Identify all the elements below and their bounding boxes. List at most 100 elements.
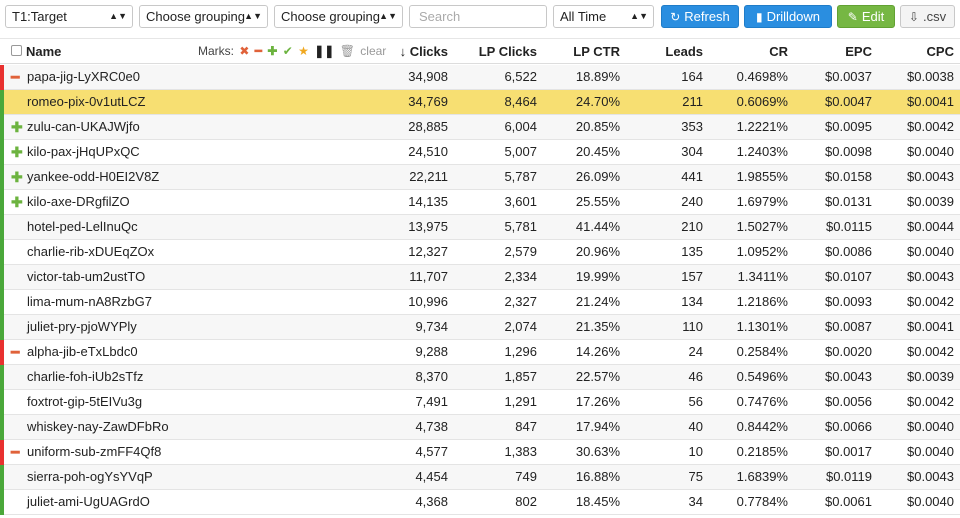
cell-lp-clicks: 802 bbox=[515, 494, 537, 509]
drilldown-button[interactable]: ▮ Drilldown bbox=[744, 5, 832, 28]
cell-clicks: 11,707 bbox=[409, 269, 448, 284]
cell-clicks: 22,211 bbox=[409, 169, 448, 184]
trash-icon[interactable]: 🗑 bbox=[339, 44, 355, 58]
table-row[interactable]: sierra-poh-ogYsYVqP 4,454 749 16.88% 75 1.683… bbox=[0, 465, 960, 490]
cell-cr: 1.6979% bbox=[736, 194, 788, 209]
search-input[interactable]: Search bbox=[409, 5, 547, 28]
table-row[interactable]: ✚ zulu-can-UKAJWjfo 28,885 6,004 20.85% 353 1.… bbox=[0, 115, 960, 140]
cell-clicks: 8,370 bbox=[415, 369, 448, 384]
column-header-lp-ctr[interactable]: LP CTR bbox=[573, 44, 620, 59]
target-select[interactable]: T1:Target ▲▼ bbox=[5, 5, 133, 28]
refresh-button[interactable]: ↻ Refresh bbox=[661, 5, 739, 28]
cell-epc: $0.0115 bbox=[825, 219, 872, 234]
cell-cr: 0.7784% bbox=[736, 494, 788, 509]
table-row[interactable]: juliet-pry-pjoWYPly 9,734 2,074 21.35% 110 1.… bbox=[0, 315, 960, 340]
mark-reject-icon[interactable]: ✖ bbox=[239, 44, 250, 58]
cell-cr: 0.2185% bbox=[736, 444, 788, 459]
column-header-cpc[interactable]: CPC bbox=[926, 44, 954, 59]
mark-star-icon[interactable]: ★ bbox=[298, 44, 309, 58]
bar-chart-icon: ▮ bbox=[755, 10, 763, 24]
cell-name: charlie-rib-xDUEqZOx bbox=[27, 244, 155, 259]
cell-lp-ctr: 18.45% bbox=[575, 494, 620, 509]
table-row[interactable]: victor-tab-um2ustTO 11,707 2,334 19.99% 157 1… bbox=[0, 265, 960, 290]
cell-cr: 1.0952% bbox=[736, 244, 788, 259]
cell-cpc: $0.0039 bbox=[907, 369, 954, 384]
grouping-select-1-value: Choose grouping bbox=[146, 9, 246, 24]
clear-marks-link[interactable]: clear bbox=[360, 44, 387, 58]
select-all-checkbox[interactable] bbox=[11, 45, 22, 56]
column-header-lp-clicks[interactable]: LP Clicks bbox=[478, 44, 537, 59]
cell-clicks: 28,885 bbox=[408, 119, 448, 134]
table-row[interactable]: charlie-rib-xDUEqZOx 12,327 2,579 20.96% 135… bbox=[0, 240, 960, 265]
cell-cr: 0.5496% bbox=[736, 369, 788, 384]
cell-epc: $0.0131 bbox=[825, 194, 872, 209]
status-bar bbox=[0, 265, 4, 290]
cell-cpc: $0.0039 bbox=[907, 194, 954, 209]
cell-name: alpha-jib-eTxLbdc0 bbox=[27, 344, 138, 359]
edit-label: Edit bbox=[861, 9, 885, 24]
cell-clicks: 9,734 bbox=[415, 319, 448, 334]
cell-epc: $0.0047 bbox=[825, 94, 872, 109]
table-row[interactable]: hotel-ped-LelInuQc 13,975 5,781 41.44% 210 1.… bbox=[0, 215, 960, 240]
table-row[interactable]: ✚ kilo-pax-jHqUPxQC 24,510 5,007 20.45% 304 1.… bbox=[0, 140, 960, 165]
cell-cr: 1.5027% bbox=[736, 219, 788, 234]
cell-leads: 164 bbox=[681, 69, 703, 84]
table-row[interactable]: lima-mum-nA8RzbG7 10,996 2,327 21.24% 134 1.2… bbox=[0, 290, 960, 315]
table-row[interactable]: foxtrot-gip-5tEIVu3g 7,491 1,291 17.26% 56 0.… bbox=[0, 390, 960, 415]
table-row[interactable]: romeo-pix-0v1utLCZ 34,769 8,464 24.70% 211 0.… bbox=[0, 90, 960, 115]
cell-lp-clicks: 5,007 bbox=[504, 144, 537, 159]
table-row[interactable]: ━ alpha-jib-eTxLbdc0 9,288 1,296 14.26% 24 0.2… bbox=[0, 340, 960, 365]
cell-name: juliet-pry-pjoWYPly bbox=[27, 319, 137, 334]
cell-name: juliet-ami-UgUAGrdO bbox=[27, 494, 150, 509]
table-row[interactable]: juliet-ami-UgUAGrdO 4,368 802 18.45% 34 0.778… bbox=[0, 490, 960, 515]
column-header-clicks-label: Clicks bbox=[409, 44, 448, 59]
cell-lp-clicks: 1,383 bbox=[504, 444, 537, 459]
cell-clicks: 13,975 bbox=[408, 219, 448, 234]
column-header-cr[interactable]: CR bbox=[769, 44, 788, 59]
cell-leads: 157 bbox=[681, 269, 703, 284]
cell-cr: 0.7476% bbox=[736, 394, 788, 409]
plus-icon: ✚ bbox=[11, 144, 23, 160]
mark-plus-icon[interactable]: ✚ bbox=[267, 44, 278, 58]
cell-leads: 110 bbox=[682, 319, 703, 334]
cell-leads: 353 bbox=[681, 119, 703, 134]
cell-epc: $0.0037 bbox=[825, 69, 872, 84]
toolbar: T1:Target ▲▼ Choose grouping ▲▼ Choose g… bbox=[0, 0, 960, 36]
mark-minus-icon[interactable]: ━ bbox=[254, 44, 262, 58]
column-header-name[interactable]: Name bbox=[26, 44, 62, 59]
table-row[interactable]: charlie-foh-iUb2sTfz 8,370 1,857 22.57% 46 0.… bbox=[0, 365, 960, 390]
cell-lp-clicks: 2,334 bbox=[504, 269, 537, 284]
table-row[interactable]: ✚ kilo-axe-DRgfilZO 14,135 3,601 25.55% 240 1.… bbox=[0, 190, 960, 215]
column-header-epc[interactable]: EPC bbox=[845, 44, 872, 59]
grouping-select-1[interactable]: Choose grouping ▲▼ bbox=[139, 5, 268, 28]
cell-clicks: 24,510 bbox=[408, 144, 448, 159]
table-row[interactable]: ━ papa-jig-LyXRC0e0 34,908 6,522 18.89% 164 0.… bbox=[0, 65, 960, 90]
period-select[interactable]: All Time ▲▼ bbox=[553, 5, 654, 28]
column-header-leads[interactable]: Leads bbox=[665, 44, 703, 59]
mark-pause-icon[interactable]: ❚❚ bbox=[314, 44, 335, 58]
table-row[interactable]: whiskey-nay-ZawDFbRo 4,738 847 17.94% 40 0.84… bbox=[0, 415, 960, 440]
cell-leads: 304 bbox=[681, 144, 703, 159]
edit-button[interactable]: ✎ Edit bbox=[837, 5, 895, 28]
cell-cpc: $0.0040 bbox=[907, 419, 954, 434]
mark-check-icon[interactable]: ✔ bbox=[282, 44, 293, 58]
status-bar bbox=[0, 340, 4, 365]
cell-cpc: $0.0042 bbox=[907, 394, 954, 409]
cell-leads: 240 bbox=[681, 194, 703, 209]
column-header-clicks[interactable]: ↓ Clicks bbox=[360, 39, 448, 65]
status-bar bbox=[0, 390, 4, 415]
grouping-select-2[interactable]: Choose grouping ▲▼ bbox=[274, 5, 403, 28]
cell-clicks: 4,577 bbox=[415, 444, 448, 459]
cell-cpc: $0.0038 bbox=[907, 69, 954, 84]
csv-button[interactable]: ⇩ .csv bbox=[900, 5, 955, 28]
table-row[interactable]: ━ uniform-sub-zmFF4Qf8 4,577 1,383 30.63% 10 0… bbox=[0, 440, 960, 465]
table-row[interactable]: ✚ yankee-odd-H0EI2V8Z 22,211 5,787 26.09% 441… bbox=[0, 165, 960, 190]
cell-cpc: $0.0040 bbox=[907, 244, 954, 259]
cell-lp-ctr: 21.35% bbox=[575, 319, 620, 334]
refresh-label: Refresh bbox=[684, 9, 730, 24]
cell-lp-ctr: 21.24% bbox=[575, 294, 620, 309]
cell-lp-ctr: 41.44% bbox=[575, 219, 620, 234]
cell-clicks: 14,135 bbox=[408, 194, 448, 209]
status-bar bbox=[0, 365, 4, 390]
cell-epc: $0.0061 bbox=[825, 494, 872, 509]
